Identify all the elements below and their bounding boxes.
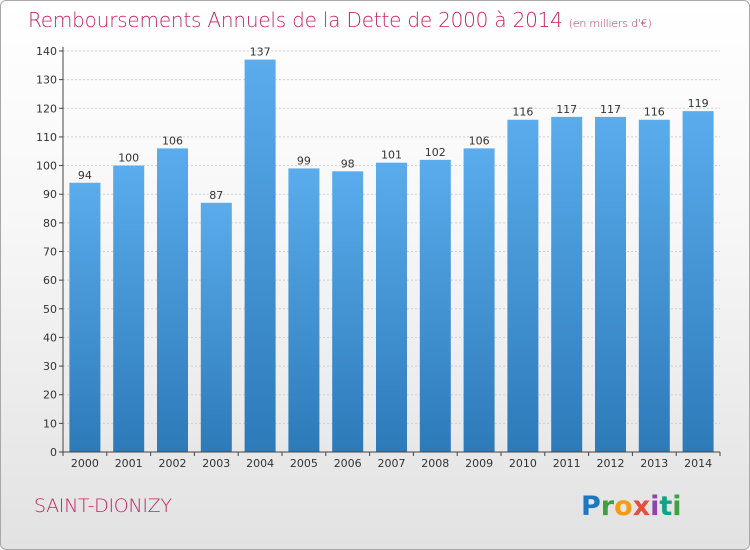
bar-value-label: 119 (688, 97, 709, 110)
x-tick-label: 2005 (290, 457, 318, 470)
x-tick-label: 2014 (684, 457, 712, 470)
bar-2010 (507, 119, 539, 452)
x-tick-label: 2003 (202, 457, 230, 470)
x-tick-label: 2007 (378, 457, 406, 470)
bar-2004 (244, 59, 276, 452)
commune-name: SAINT-DIONIZY (34, 495, 172, 517)
bar-value-label: 100 (118, 152, 139, 165)
proxiti-logo: Proxiti (581, 491, 682, 522)
y-tick-label: 130 (36, 74, 57, 87)
y-tick-label: 100 (36, 160, 57, 173)
y-tick-label: 10 (43, 417, 57, 430)
x-tick-label: 2001 (115, 457, 143, 470)
bar-value-label: 106 (162, 134, 183, 147)
bar-2001 (113, 165, 145, 453)
y-tick-label: 70 (43, 246, 57, 259)
chart-title-text: Remboursements Annuels de la Dette de 20… (28, 8, 563, 32)
bar-2002 (157, 148, 188, 452)
y-tick-label: 30 (43, 360, 57, 373)
bar-2012 (595, 116, 626, 452)
bar-value-label: 99 (297, 154, 311, 167)
y-tick-label: 50 (43, 303, 57, 316)
x-tick-label: 2004 (246, 457, 274, 470)
x-tick-label: 2002 (159, 457, 187, 470)
bar-2006 (332, 171, 364, 453)
y-tick-label: 120 (36, 102, 57, 115)
x-tick-label: 2000 (71, 457, 99, 470)
bar-2007 (376, 162, 407, 452)
bar-value-label: 117 (600, 103, 621, 116)
x-tick-label: 2011 (553, 457, 581, 470)
bar-value-label: 137 (250, 46, 271, 59)
bar-2009 (463, 148, 495, 452)
logo-letter: x (632, 491, 651, 522)
bar-value-label: 101 (381, 149, 402, 162)
chart-unit: (en milliers d'€) (568, 17, 652, 30)
logo-letter: t (659, 491, 673, 522)
bar-2011 (551, 116, 583, 452)
logo-letter: i (650, 491, 660, 522)
y-tick-label: 40 (43, 331, 57, 344)
x-tick-label: 2008 (421, 457, 449, 470)
x-tick-label: 2010 (509, 457, 537, 470)
bar-value-label: 94 (78, 169, 92, 182)
y-tick-label: 140 (36, 45, 57, 58)
bar-value-label: 116 (644, 106, 665, 119)
y-tick-label: 0 (50, 446, 57, 459)
x-tick-label: 2006 (334, 457, 362, 470)
y-tick-label: 80 (43, 217, 57, 230)
bar-2008 (419, 159, 451, 453)
bar-2014 (682, 111, 714, 453)
y-tick-label: 90 (43, 188, 57, 201)
chart-title: Remboursements Annuels de la Dette de 20… (28, 8, 652, 32)
y-tick-label: 60 (43, 274, 57, 287)
bar-2000 (69, 182, 101, 452)
logo-letter: r (600, 491, 615, 522)
logo-letter: P (581, 491, 601, 522)
bar-value-label: 98 (341, 157, 355, 170)
bar-value-label: 87 (209, 189, 223, 202)
bar-2003 (200, 202, 232, 452)
bar-value-label: 106 (469, 134, 490, 147)
x-tick-label: 2012 (597, 457, 625, 470)
bar-value-label: 116 (512, 106, 533, 119)
y-tick-label: 20 (43, 389, 57, 402)
x-tick-label: 2009 (465, 457, 493, 470)
bar-value-label: 102 (425, 146, 446, 159)
x-tick-label: 2013 (640, 457, 668, 470)
bar-2005 (288, 168, 320, 452)
y-tick-label: 110 (36, 131, 57, 144)
logo-letter: i (672, 491, 682, 522)
bar-2013 (638, 119, 670, 452)
logo-letter: o (614, 491, 633, 522)
bar-value-label: 117 (556, 103, 577, 116)
